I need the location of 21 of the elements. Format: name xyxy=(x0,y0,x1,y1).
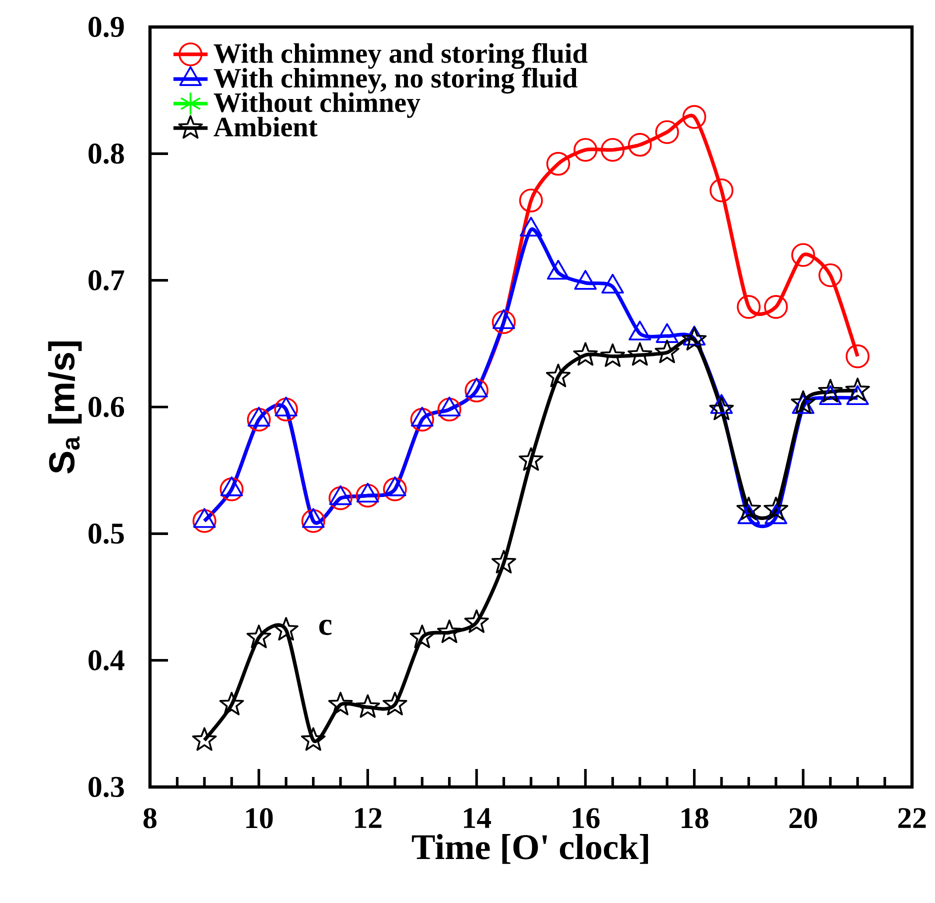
y-tick-label: 0.4 xyxy=(88,650,124,671)
x-tick-label: 12 xyxy=(355,808,382,828)
y-tick-label: 0.5 xyxy=(88,523,124,544)
y-tick-label: 0.9 xyxy=(88,16,124,38)
y-tick-label: 0.6 xyxy=(88,396,124,418)
legend-label: With chimney and storing fluid xyxy=(214,42,588,69)
x-tick-label: 18 xyxy=(682,808,708,828)
y-tick-label: 0.8 xyxy=(88,143,124,164)
x-tick-label: 10 xyxy=(246,808,273,828)
x-tick-label: 8 xyxy=(144,808,156,828)
y-tick-label: 0.3 xyxy=(88,776,124,798)
y-axis-title: S$_{a}$ [m/s] xyxy=(48,341,82,474)
legend-label: Without chimney xyxy=(214,92,420,118)
y-tick-label: 0.7 xyxy=(88,270,124,291)
x-tick-label: 16 xyxy=(572,808,600,828)
x-tick-label: 14 xyxy=(464,808,492,828)
x-tick-label: 22 xyxy=(898,808,926,828)
x-axis-title: Time [O' clock] xyxy=(412,834,648,864)
legend-label: Ambient xyxy=(214,116,318,137)
annotation: c xyxy=(319,620,332,636)
x-tick-label: 20 xyxy=(789,808,818,828)
